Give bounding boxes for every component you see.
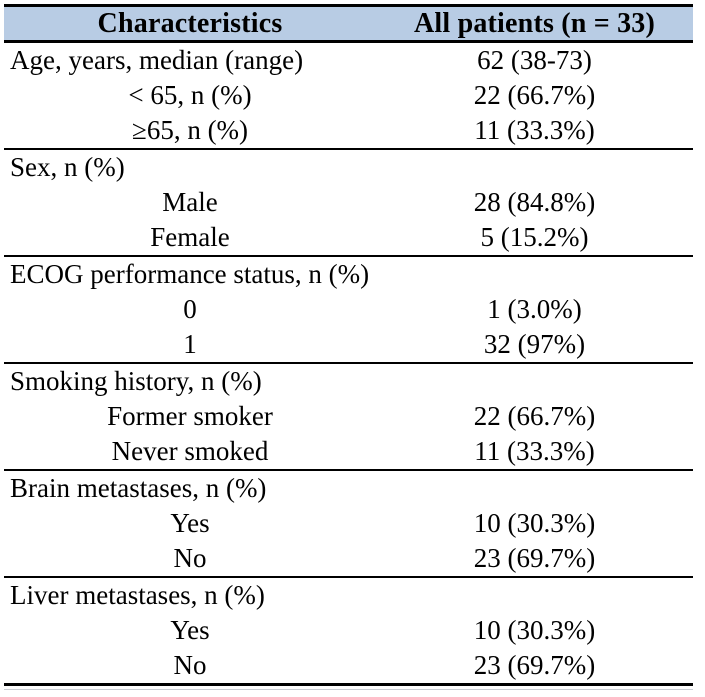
row-value: 32 (97%) xyxy=(483,329,586,359)
table-row-brain-yes: Yes 10 (30.3%) xyxy=(4,506,693,541)
table-row-sex: Sex, n (%) xyxy=(4,149,693,185)
patient-characteristics-table: Characteristics All patients (n = 33) Ag… xyxy=(4,4,693,686)
row-value: 11 (33.3%) xyxy=(474,115,595,145)
table-row-age: Age, years, median (range) 62 (38-73) xyxy=(4,42,693,79)
row-label: ≥65, n (%) xyxy=(132,115,249,145)
row-value: 5 (15.2%) xyxy=(480,222,589,252)
row-label: Yes xyxy=(170,508,210,538)
row-label: No xyxy=(173,543,207,573)
table-row-liver-yes: Yes 10 (30.3%) xyxy=(4,613,693,648)
row-value xyxy=(376,256,693,292)
row-label: Age, years, median (range) xyxy=(10,45,304,75)
row-label: Former smoker xyxy=(107,401,273,431)
bottom-rule-shadow xyxy=(4,689,693,690)
row-label: 0 xyxy=(183,294,197,324)
row-label: ECOG performance status, n (%) xyxy=(10,259,370,289)
table-row-brain-no: No 23 (69.7%) xyxy=(4,541,693,577)
row-label: Male xyxy=(162,187,218,217)
table-header-row: Characteristics All patients (n = 33) xyxy=(4,5,693,42)
row-label: No xyxy=(173,650,207,680)
row-value xyxy=(376,577,693,613)
table-row-ecog-0: 0 1 (3.0%) xyxy=(4,292,693,327)
table-row-ecog-1: 1 32 (97%) xyxy=(4,327,693,363)
table-row-age-lt65: < 65, n (%) 22 (66.7%) xyxy=(4,78,693,113)
row-value: 23 (69.7%) xyxy=(473,650,596,680)
table-row-smoking-former: Former smoker 22 (66.7%) xyxy=(4,399,693,434)
row-value xyxy=(376,149,693,185)
row-value: 10 (30.3%) xyxy=(473,508,596,538)
row-label: Never smoked xyxy=(111,436,269,466)
row-label: Smoking history, n (%) xyxy=(10,366,262,396)
table-row-brain-mets: Brain metastases, n (%) xyxy=(4,470,693,506)
row-label: Female xyxy=(150,222,230,252)
table-row-sex-female: Female 5 (15.2%) xyxy=(4,220,693,256)
table-row-smoking: Smoking history, n (%) xyxy=(4,363,693,399)
row-value xyxy=(376,470,693,506)
row-value: 11 (33.3%) xyxy=(474,436,595,466)
row-value: 62 (38-73) xyxy=(477,45,592,75)
table-row-sex-male: Male 28 (84.8%) xyxy=(4,185,693,220)
table-row-ecog: ECOG performance status, n (%) xyxy=(4,256,693,292)
table-row-liver-no: No 23 (69.7%) xyxy=(4,648,693,685)
row-value: 22 (66.7%) xyxy=(473,80,596,110)
row-label: Yes xyxy=(170,615,210,645)
header-characteristics: Characteristics xyxy=(97,8,283,39)
table-row-smoking-never: Never smoked 11 (33.3%) xyxy=(4,434,693,470)
row-value: 28 (84.8%) xyxy=(473,187,596,217)
row-value xyxy=(376,363,693,399)
table-row-liver-mets: Liver metastases, n (%) xyxy=(4,577,693,613)
row-value: 1 (3.0%) xyxy=(487,294,582,324)
row-label: Sex, n (%) xyxy=(10,152,125,182)
header-all-patients: All patients (n = 33) xyxy=(413,8,656,39)
row-value: 22 (66.7%) xyxy=(473,401,596,431)
row-value: 23 (69.7%) xyxy=(473,543,596,573)
row-label: 1 xyxy=(183,329,197,359)
row-label: Liver metastases, n (%) xyxy=(10,580,265,610)
row-label: Brain metastases, n (%) xyxy=(10,473,267,503)
table-row-age-ge65: ≥65, n (%) 11 (33.3%) xyxy=(4,113,693,149)
patient-characteristics-table-wrap: Characteristics All patients (n = 33) Ag… xyxy=(4,4,693,690)
row-label: < 65, n (%) xyxy=(128,80,252,110)
row-value: 10 (30.3%) xyxy=(473,615,596,645)
